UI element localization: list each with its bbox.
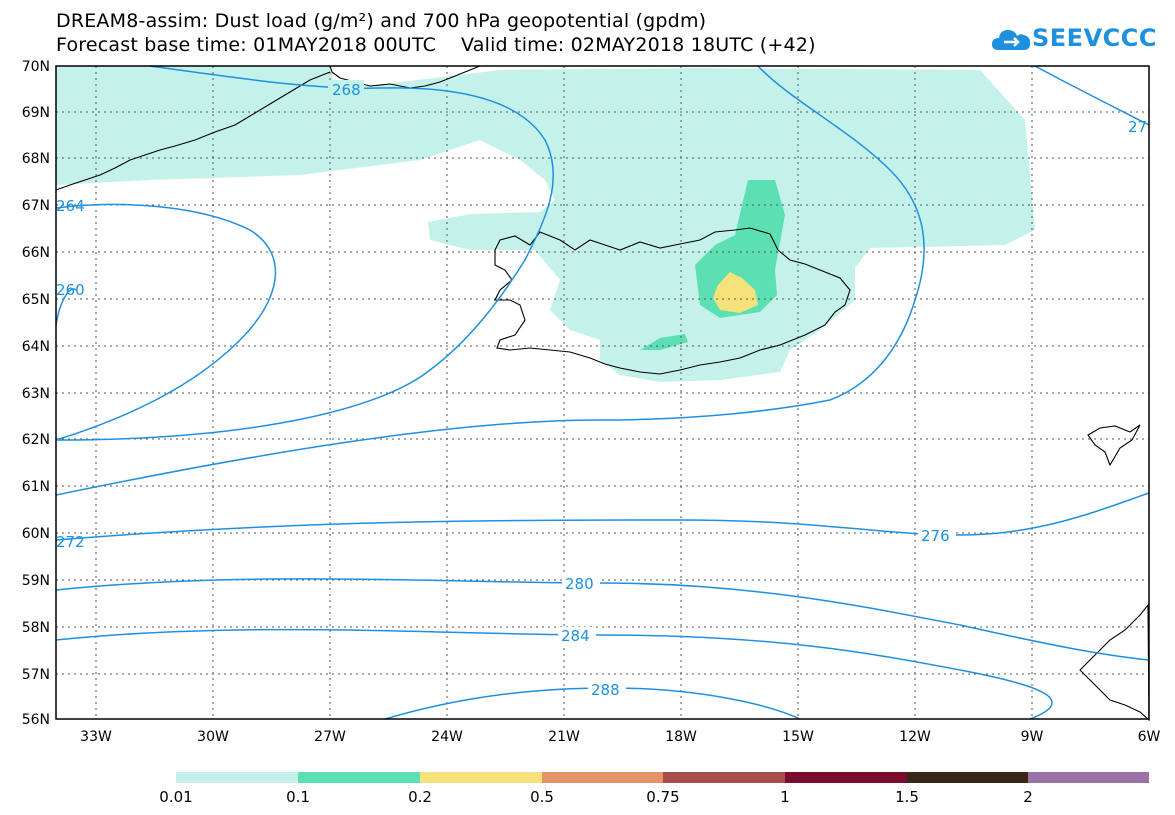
dust-area-mid <box>695 180 785 318</box>
contour-label-260: 260 <box>56 281 85 299</box>
colorbar-label: 2 <box>1023 788 1033 806</box>
dust-area-high <box>713 272 758 313</box>
contour-label-264: 264 <box>56 197 85 215</box>
contour-260 <box>55 288 77 326</box>
latitude-labels: 70N 69N 68N 67N 66N 65N 64N 63N 62N 61N … <box>22 59 50 728</box>
lat-label: 63N <box>22 386 50 402</box>
scotland-coast <box>1079 603 1150 722</box>
colorbar-label: 1 <box>780 788 790 806</box>
lat-label: 60N <box>22 526 50 542</box>
logo-text: SEEVCCC <box>1032 24 1157 52</box>
colorbar-label: 0.01 <box>159 788 192 806</box>
lat-label: 56N <box>22 712 50 728</box>
lon-label: 9W <box>1021 729 1044 745</box>
longitude-labels: 33W 30W 27W 24W 21W 18W 15W 12W 9W 6W <box>80 729 1160 745</box>
geopotential-contours <box>55 65 1150 720</box>
contour-labels: 268 276 280 284 288 272 264 260 27 <box>56 80 1147 699</box>
contour-label-27: 27 <box>1128 118 1147 136</box>
iceland-coast <box>494 227 851 375</box>
colorbar-swatch <box>420 772 542 783</box>
lat-label: 57N <box>22 667 50 683</box>
contour-label-268: 268 <box>332 81 361 99</box>
contour-label-272: 272 <box>56 533 85 551</box>
lat-label: 70N <box>22 59 50 75</box>
colorbar-label: 0.2 <box>408 788 432 806</box>
colorbar-swatch <box>176 772 298 783</box>
lat-label: 68N <box>22 151 50 167</box>
colorbar-label: 0.1 <box>286 788 310 806</box>
greenland-coast <box>55 65 481 191</box>
faroe-coast <box>1087 424 1141 467</box>
lon-label: 27W <box>314 729 346 745</box>
contour-264 <box>55 203 277 441</box>
lon-label: 15W <box>782 729 814 745</box>
lat-label: 65N <box>22 292 50 308</box>
lon-label: 24W <box>431 729 463 745</box>
contour-272 <box>55 65 925 496</box>
lon-label: 21W <box>548 729 580 745</box>
seevccc-logo: SEEVCCC <box>990 20 1160 60</box>
colorbar-label: 0.5 <box>530 788 554 806</box>
lon-label: 33W <box>80 729 112 745</box>
contour-280 <box>55 578 1150 661</box>
colorbar-swatch <box>298 772 420 783</box>
cloud-icon <box>992 30 1031 50</box>
contour-label-284: 284 <box>561 627 590 645</box>
lat-label: 69N <box>22 105 50 121</box>
lon-label: 18W <box>665 729 697 745</box>
colorbar-swatch <box>542 772 663 783</box>
lon-label: 30W <box>197 729 229 745</box>
colorbar-label: 0.75 <box>646 788 679 806</box>
dust-area-low <box>56 66 1035 382</box>
contour-272-ne <box>1034 65 1150 126</box>
contour-label-288: 288 <box>591 681 620 699</box>
colorbar-swatch <box>663 772 785 783</box>
map-frame <box>55 65 1150 720</box>
map-title-line2: Forecast base time: 01MAY2018 00UTC Vali… <box>56 34 816 56</box>
colorbar: 0.01 0.1 0.2 0.5 0.75 1 1.5 2 <box>159 772 1149 806</box>
lat-label: 66N <box>22 245 50 261</box>
colorbar-swatch <box>1028 772 1149 783</box>
map-title-line1: DREAM8-assim: Dust load (g/m²) and 700 h… <box>56 10 707 32</box>
contour-284 <box>55 628 1053 720</box>
dust-shading <box>56 66 1035 382</box>
lat-label: 67N <box>22 198 50 214</box>
graticule <box>56 66 1149 719</box>
lon-label: 12W <box>899 729 931 745</box>
lat-label: 64N <box>22 339 50 355</box>
lat-label: 62N <box>22 432 50 448</box>
lat-label: 59N <box>22 573 50 589</box>
contour-label-280: 280 <box>565 575 594 593</box>
colorbar-swatch <box>907 772 1028 783</box>
colorbar-label: 1.5 <box>895 788 919 806</box>
colorbar-swatch <box>785 772 907 783</box>
contour-label-276: 276 <box>921 527 950 545</box>
contour-276 <box>55 492 1150 541</box>
lat-label: 58N <box>22 620 50 636</box>
lat-label: 61N <box>22 479 50 495</box>
lon-label: 6W <box>1138 729 1161 745</box>
